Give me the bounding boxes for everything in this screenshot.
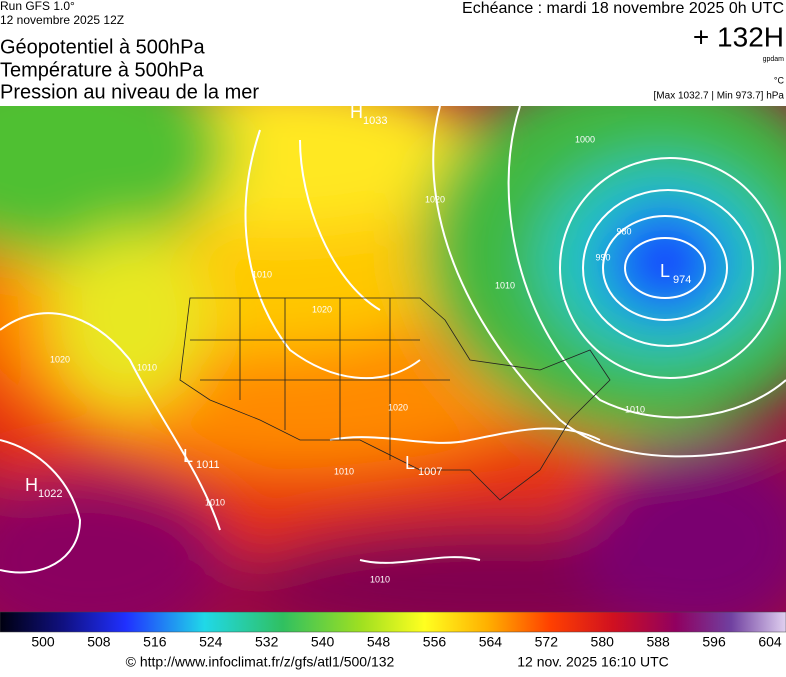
pressure-center-value: 1033 — [363, 115, 387, 127]
colorbar-tick-label: 596 — [702, 634, 726, 650]
run: Run GFS 1.0° — [0, 0, 75, 13]
colorbar-tick-label: 532 — [255, 634, 279, 650]
isobar-label: 1000 — [575, 134, 595, 144]
isobar-label: 1010 — [137, 362, 157, 372]
isobars — [0, 106, 786, 574]
colorbar-tick-label: 564 — [479, 634, 503, 650]
colorbar-tick-label: 500 — [31, 634, 55, 650]
colorbar-tick-label: 588 — [646, 634, 670, 650]
colorbar-tick-label: 516 — [143, 634, 167, 650]
isobar-label: 990 — [595, 252, 610, 262]
colorbar-tick-label: 572 — [535, 634, 559, 650]
colorbar — [0, 611, 786, 633]
horizon: + 132H — [693, 21, 784, 52]
unit-geo: gpdam — [763, 56, 785, 63]
colorbar-tick-label: 548 — [367, 634, 391, 650]
colorbar-tick-label: 508 — [87, 634, 111, 650]
run-date: 12 novembre 2025 12Z — [0, 13, 124, 27]
isobar-label: 1020 — [312, 304, 332, 314]
isobar-label: 1020 — [50, 354, 70, 364]
map — [0, 106, 786, 612]
isobar-label: 1010 — [625, 404, 645, 414]
colorbar-tick-label: 556 — [423, 634, 447, 650]
unit-temp: °C — [774, 75, 785, 85]
isobar-label: 1020 — [425, 194, 445, 204]
colorbar-tick-label: 604 — [758, 634, 782, 650]
title: Géopotentiel à 500hPa — [0, 36, 205, 58]
isobar-label: 1010 — [334, 466, 354, 476]
pressure-center-symbol: L — [660, 261, 670, 281]
pressure-center-symbol: L — [405, 453, 415, 473]
colorbar-tick-label: 580 — [591, 634, 615, 650]
footer-timestamp: 12 nov. 2025 16:10 UTC — [517, 654, 669, 670]
colorbar-tick-label: 524 — [199, 634, 223, 650]
isobar-label: 1010 — [370, 574, 390, 584]
colorbar-tick-label: 540 — [311, 634, 335, 650]
pressure-center-symbol: H — [350, 102, 363, 122]
borders — [179, 297, 611, 501]
isobar-label: 1020 — [388, 402, 408, 412]
pressure-center-symbol: L — [183, 446, 193, 466]
pressure-center-symbol: H — [25, 475, 38, 495]
footer-url: © http://www.infoclimat.fr/z/gfs/atl1/50… — [126, 654, 395, 670]
pressure-center-value: 1022 — [38, 488, 62, 500]
pressure-center-value: 1007 — [418, 466, 442, 478]
title: Température à 500hPa — [0, 59, 204, 81]
echeance: Echéance : mardi 18 novembre 2025 0h UTC — [462, 0, 784, 17]
title: Pression au niveau de la mer — [0, 81, 259, 103]
isobar-label: 980 — [616, 226, 631, 236]
isobar-label: 1010 — [205, 497, 225, 507]
isobar-label: 1010 — [252, 269, 272, 279]
pressure-range: [Max 1032.7 | Min 973.7] hPa — [654, 91, 785, 102]
isobar-label: 1010 — [495, 280, 515, 290]
pressure-center-value: 974 — [673, 274, 691, 286]
pressure-center-value: 1011 — [196, 459, 220, 471]
